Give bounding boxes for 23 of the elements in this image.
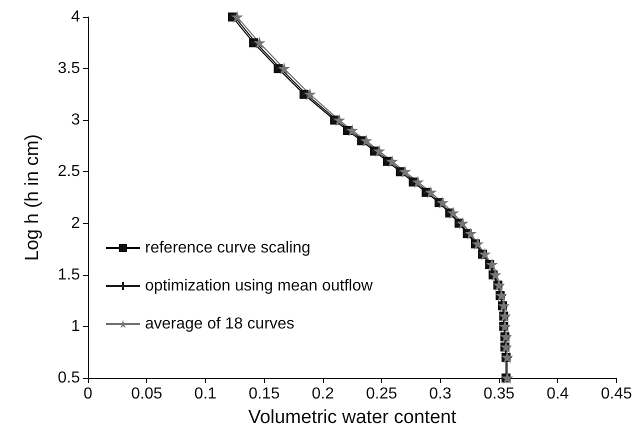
- x-tick-label: 0.35: [483, 386, 515, 402]
- x-tick-label: 0.4: [546, 386, 569, 402]
- y-tick-label: 2.5: [58, 163, 80, 180]
- y-tick-label: 3: [71, 112, 80, 129]
- x-tick-label: 0.05: [131, 386, 162, 402]
- y-axis-title: Log h (h in cm): [22, 134, 43, 261]
- x-tick-label: 0.45: [600, 386, 632, 402]
- y-tick-label: 1.5: [58, 266, 80, 284]
- x-tick-label: 0.25: [366, 386, 398, 402]
- y-tick-label: 0.5: [58, 370, 80, 386]
- x-tick-label: 0.3: [429, 386, 452, 402]
- x-tick-label: 0.15: [248, 386, 280, 402]
- x-tick-label: 0: [84, 386, 93, 402]
- x-tick-label: 0.2: [312, 386, 334, 402]
- legend-label: optimization using mean outflow: [145, 278, 374, 294]
- y-tick-label: 4: [71, 8, 80, 26]
- y-tick-label: 2: [71, 214, 80, 232]
- x-axis-title: Volumetric water content: [248, 407, 457, 428]
- y-tick-label: 1: [71, 318, 80, 335]
- legend-label: reference curve scaling: [145, 240, 310, 256]
- x-tick-label: 0.1: [194, 386, 217, 402]
- legend-label: average of 18 curves: [145, 316, 294, 332]
- y-tick-label: 3.5: [58, 60, 80, 78]
